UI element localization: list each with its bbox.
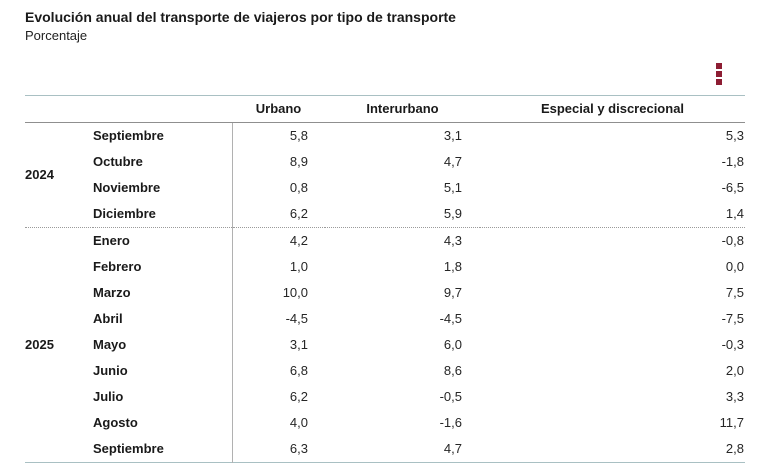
table-row: Septiembre 6,3 4,7 2,8 — [25, 435, 745, 463]
data-table: Urbano Interurbano Especial y discrecion… — [25, 94, 745, 463]
month-label: Febrero — [93, 253, 233, 280]
column-header-empty-year — [25, 95, 93, 123]
month-label: Junio — [93, 357, 233, 384]
value-cell: 5,1 — [443, 180, 462, 196]
value-cell: 6,2 — [289, 206, 308, 222]
month-label: Abril — [93, 305, 233, 332]
value-cell: 3,3 — [725, 389, 744, 405]
value-cell: -4,5 — [439, 311, 462, 327]
month-label: Marzo — [93, 279, 233, 306]
month-label: Diciembre — [93, 200, 233, 228]
value-cell: -7,5 — [721, 311, 744, 327]
value-cell: 0,8 — [289, 180, 308, 196]
value-cell: 5,8 — [289, 128, 308, 144]
month-label: Noviembre — [93, 174, 233, 201]
value-cell: 5,3 — [725, 128, 744, 144]
value-cell: -0,5 — [439, 389, 462, 405]
value-cell: 8,9 — [289, 154, 308, 170]
month-label: Octubre — [93, 148, 233, 175]
table-row: 2024 Septiembre 5,8 3,1 5,3 — [25, 122, 745, 182]
value-cell: 0,0 — [725, 259, 744, 275]
value-cell: 7,5 — [725, 285, 744, 301]
page-title: Evolución anual del transporte de viajer… — [25, 9, 456, 25]
value-cell: 2,8 — [725, 441, 744, 457]
table-row: Julio 6,2 -0,5 3,3 — [25, 383, 745, 410]
page-subtitle: Porcentaje — [25, 27, 88, 43]
year-label: 2025 — [25, 226, 93, 463]
table-row: Octubre 8,9 4,7 -1,8 — [25, 148, 745, 175]
value-cell: 6,8 — [289, 363, 308, 379]
header-row: Urbano Interurbano Especial y discrecion… — [25, 95, 745, 123]
value-cell: -1,6 — [439, 415, 462, 431]
value-cell: 1,8 — [443, 259, 462, 275]
month-label: Enero — [93, 226, 233, 254]
month-label: Septiembre — [93, 435, 233, 463]
table-row: Junio 6,8 8,6 2,0 — [25, 357, 745, 384]
value-cell: 4,7 — [443, 441, 462, 457]
column-header-empty-month — [93, 95, 232, 123]
value-cell: 8,6 — [443, 363, 462, 379]
value-cell: 6,2 — [289, 389, 308, 405]
table-body: 2024 Septiembre 5,8 3,1 5,3 Octubre 8,9 4,7 -1,8… — [25, 122, 745, 463]
value-cell: -1,8 — [721, 154, 744, 170]
value-cell: 6,3 — [289, 441, 308, 457]
table-row: Marzo 10,0 9,7 7,5 — [25, 279, 745, 306]
value-cell: 10,0 — [282, 285, 308, 301]
month-label: Septiembre — [93, 122, 233, 149]
kebab-dot — [716, 71, 722, 77]
value-cell: 4,3 — [325, 226, 480, 254]
table-row: Agosto 4,0 -1,6 11,7 — [25, 409, 745, 436]
value-cell: -0,3 — [721, 337, 744, 353]
value-cell: 4,7 — [443, 154, 462, 170]
column-header-especial: Especial y discrecional — [480, 95, 745, 123]
year-label: 2024 — [25, 167, 54, 183]
column-header-interurbano: Interurbano — [325, 95, 480, 123]
value-cell: 4,2 — [232, 226, 325, 254]
value-cell: 6,0 — [443, 337, 462, 353]
table-row: Mayo 3,1 6,0 -0,3 — [25, 331, 745, 358]
value-cell: 2,0 — [725, 363, 744, 379]
table-row: Abril -4,5 -4,5 -7,5 — [25, 305, 745, 332]
value-cell: -6,5 — [721, 180, 744, 196]
value-cell: 1,4 — [725, 206, 744, 222]
value-cell: -0,8 — [480, 226, 745, 254]
value-cell: 3,1 — [443, 128, 462, 144]
value-cell: 11,7 — [719, 415, 744, 431]
table-row: Noviembre 0,8 5,1 -6,5 — [25, 174, 745, 201]
kebab-menu-icon[interactable] — [714, 62, 724, 86]
kebab-dot — [716, 79, 722, 85]
value-cell: 3,1 — [289, 337, 308, 353]
value-cell: 9,7 — [443, 285, 462, 301]
value-cell: 1,0 — [289, 259, 308, 275]
kebab-dot — [716, 63, 722, 69]
month-label: Mayo — [93, 331, 233, 358]
column-header-urbano: Urbano — [232, 95, 325, 123]
month-label: Agosto — [93, 409, 233, 436]
value-cell: 5,9 — [443, 206, 462, 222]
value-cell: 4,0 — [289, 415, 308, 431]
table-header: Urbano Interurbano Especial y discrecion… — [25, 95, 745, 123]
table-row: Febrero 1,0 1,8 0,0 — [25, 253, 745, 280]
month-label: Julio — [93, 383, 233, 410]
value-cell: -4,5 — [285, 311, 308, 327]
table-row: 2025 Enero 4,2 4,3 -0,8 — [25, 226, 745, 463]
table-row: Diciembre 6,2 5,9 1,4 — [25, 200, 745, 228]
